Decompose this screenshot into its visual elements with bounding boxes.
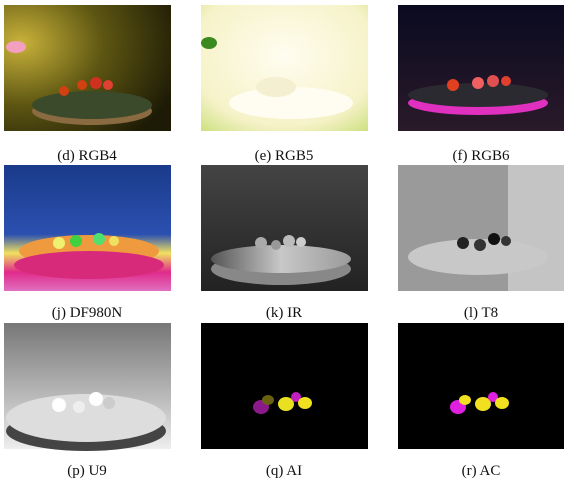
caption: (l) T8 [464,305,498,321]
caption: (p) U9 [67,463,107,479]
image-panel [4,323,171,451]
caption: (j) DF980N [52,305,123,321]
image-panel [398,323,564,449]
image-panel [4,5,171,131]
caption: (r) AC [462,463,501,479]
caption: (d) RGB4 [57,148,117,164]
image-panel [398,5,564,131]
caption: (e) RGB5 [255,148,314,164]
image-panel [201,323,368,449]
caption: (f) RGB6 [452,148,510,164]
caption: (k) IR [266,305,302,321]
caption: (q) AI [266,463,302,479]
image-panel [201,5,368,131]
image-panel [398,165,564,291]
figure: (d) RGB4 (e) RGB5 (f) RGB6 (j) DF980N (k… [0,0,564,486]
image-panel [201,165,368,291]
image-panel [4,165,171,291]
